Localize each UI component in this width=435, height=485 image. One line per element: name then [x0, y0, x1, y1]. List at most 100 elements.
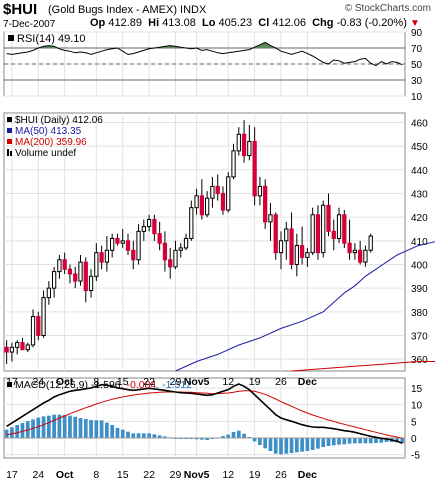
x-tick-label-upper: 12: [222, 376, 234, 388]
rsi-panel: 90 70 50 30 10 RSI(14) 49.10: [3, 28, 423, 103]
candle-down: [289, 228, 294, 265]
macd-histogram-bar: [120, 429, 125, 438]
candle-down: [315, 214, 321, 254]
low-label: Lo: [201, 17, 216, 29]
price-legend-label: MA(200) 359.96: [15, 137, 87, 148]
macd-histogram-bar: [83, 419, 88, 438]
macd-signal-line: [6, 390, 403, 439]
macd-histogram-bar: [368, 438, 373, 444]
macd-histogram-bar: [36, 417, 41, 438]
candle-down: [157, 233, 162, 244]
candle-up: [205, 197, 210, 216]
x-tick-label-lower: 29: [170, 469, 182, 481]
x-tick-label-upper: 22: [143, 376, 155, 388]
candle-down: [125, 240, 131, 251]
candle-up: [352, 249, 358, 254]
macd-histogram-bar: [136, 433, 141, 438]
price-tick-label: 370: [411, 331, 428, 342]
price-tick-label: 430: [411, 189, 428, 200]
candle-up: [30, 316, 36, 346]
macd-histogram-bar: [163, 436, 167, 438]
price-tick-label: 460: [411, 118, 428, 129]
x-tick-label-upper: 15: [117, 376, 129, 388]
rsi-tick-label: 10: [411, 92, 423, 103]
macd-histogram-bar: [110, 425, 115, 438]
candle-up: [178, 247, 183, 251]
macd-histogram-bar: [316, 438, 320, 449]
candle-up: [183, 237, 189, 249]
candle-up: [15, 342, 20, 348]
candle-up: [231, 150, 236, 178]
macd-histogram-bar: [4, 429, 9, 438]
rsi-line: [6, 41, 403, 67]
legend-swatch: [7, 149, 9, 156]
macd-histogram-bar: [89, 420, 93, 438]
macd-histogram-bar: [305, 438, 310, 451]
candle-down: [358, 249, 363, 263]
candle-down: [199, 195, 204, 216]
ticker-symbol: $HUI: [3, 1, 38, 18]
candle-up: [94, 252, 99, 277]
x-tick-label-lower: 22: [143, 469, 155, 481]
price-panel: 460 450 440 430 420 410 400 390 380 370 360 $HUI (D…: [3, 112, 435, 372]
candle-up: [41, 297, 46, 336]
macd-histogram-bar: [379, 438, 384, 443]
candle-up: [268, 214, 273, 223]
candle-down: [252, 140, 257, 197]
macd-histogram-bar: [236, 430, 241, 438]
price-tick-label: 400: [411, 260, 428, 271]
macd-histogram-bar: [342, 438, 347, 445]
candle-down: [83, 261, 88, 292]
rsi-tick-label: 70: [411, 44, 423, 55]
macd-histogram-bar: [273, 438, 278, 454]
price-legend-label: MA(50) 413.35: [15, 126, 82, 137]
macd-histogram-bar: [226, 434, 231, 438]
macd-line: [6, 383, 403, 445]
x-tick-label-lower: 26: [275, 469, 287, 481]
rsi-overbought-fill: [254, 42, 276, 48]
macd-histogram-bar: [310, 438, 315, 450]
candle-down: [73, 273, 78, 282]
macd-tick-label: 10: [411, 401, 423, 412]
legend-swatch: [7, 128, 12, 133]
candle-up: [141, 226, 146, 232]
x-tick-label-lower: Nov5: [184, 469, 210, 481]
macd-histogram-bar: [57, 414, 62, 438]
x-tick-label-upper: 17: [6, 376, 18, 388]
rsi-legend-label: RSI(14) 49.10: [17, 33, 85, 45]
rsi-overbought-fill: [154, 45, 187, 48]
candle-down: [220, 192, 226, 211]
macd-legend-item: -1.596: [88, 379, 121, 391]
legend-swatch: [7, 139, 12, 144]
macd-histogram-bar: [289, 438, 294, 453]
candle-up: [51, 271, 57, 289]
candle-down: [168, 259, 173, 268]
macd-histogram-bar: [221, 436, 225, 438]
candle-down: [67, 268, 73, 275]
macd-histogram-bar: [231, 432, 236, 438]
candle-up: [78, 261, 83, 282]
macd-histogram-bar: [205, 438, 209, 440]
macd-histogram-bar: [363, 438, 368, 444]
ohlc-readout: Op 412.89 Hi 413.08 Lo 405.23 Cl 412.06 …: [90, 17, 420, 29]
quote-date: 7-Dec-2007: [3, 19, 56, 30]
x-tick-label-lower: 19: [249, 469, 261, 481]
price-tick-label: 440: [411, 166, 428, 177]
candle-down: [4, 346, 9, 353]
x-tick-label-lower: 17: [6, 469, 18, 481]
macd-histogram-bar: [157, 435, 162, 438]
price-tick-label: 390: [411, 284, 428, 295]
candle-up: [226, 176, 231, 211]
rsi-tick-label: 30: [411, 76, 423, 87]
candle-down: [115, 237, 120, 244]
candle-up: [173, 249, 178, 268]
rsi-legend-swatch: [8, 35, 14, 41]
candle-up: [257, 185, 263, 197]
source-credit: © StockCharts.com: [344, 3, 431, 14]
x-tick-label-upper: 19: [249, 376, 261, 388]
macd-histogram-bar: [47, 415, 51, 438]
macd-tick-label: 15: [411, 384, 423, 395]
candle-up: [88, 275, 94, 292]
candle-down: [131, 249, 136, 261]
